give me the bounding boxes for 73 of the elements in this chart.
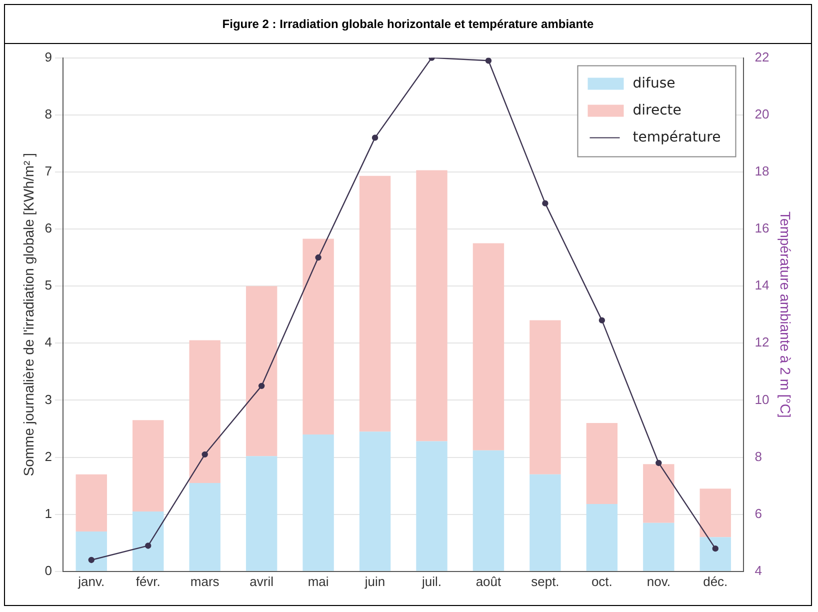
y-tick-label: 9 <box>44 49 52 64</box>
bar <box>416 441 448 571</box>
bar <box>189 482 220 571</box>
bar <box>246 286 278 456</box>
bar <box>530 474 561 571</box>
point <box>202 451 208 458</box>
y2-tick-label: 4 <box>754 562 762 578</box>
bar <box>76 531 107 571</box>
point <box>598 317 606 324</box>
bar <box>643 522 674 571</box>
y-tick-label: 5 <box>44 278 52 293</box>
y2-tick-label: 10 <box>754 392 770 407</box>
x-tick-label: janv. <box>77 574 105 589</box>
bar <box>359 176 391 432</box>
y-tick-label: 6 <box>44 220 52 236</box>
bar <box>76 474 107 532</box>
point <box>542 200 548 206</box>
bar <box>189 340 220 483</box>
point <box>315 254 322 261</box>
bar <box>700 537 731 571</box>
bar <box>530 320 561 474</box>
x-tick-label: déc. <box>703 574 728 589</box>
y2-tick-label: 6 <box>754 506 762 521</box>
legend-label: difuse <box>632 75 676 92</box>
bar <box>700 488 731 538</box>
x-tick-label: juin <box>364 574 386 589</box>
y2-tick-label: 20 <box>754 106 770 122</box>
bar <box>586 423 618 504</box>
y-tick-label: 0 <box>44 562 52 578</box>
chart-title: Figure 2 : Irradiation globale horizontale et température ambiante <box>5 5 811 44</box>
x-tick-label: mars <box>190 574 220 589</box>
y2-tick-label: 16 <box>754 220 770 236</box>
legend-label: température <box>632 129 721 146</box>
x-tick-label: sept. <box>531 574 560 589</box>
y-tick-label: 3 <box>44 392 52 407</box>
y2-tick-label: 14 <box>754 278 770 293</box>
y-tick-label: 7 <box>44 164 52 179</box>
y2-tick-label: 22 <box>754 49 770 64</box>
bar <box>416 170 448 442</box>
bar <box>586 504 618 571</box>
bar <box>643 464 674 523</box>
x-tick-label: mai <box>308 574 329 589</box>
point <box>485 58 492 64</box>
bar <box>359 432 391 571</box>
x-tick-label: avril <box>250 574 274 589</box>
point <box>712 545 718 552</box>
bar <box>132 420 164 512</box>
y-tick-label: 8 <box>44 106 52 122</box>
point <box>88 556 94 564</box>
x-tick-label: août <box>476 574 502 589</box>
bar <box>302 238 334 434</box>
y-tick-label: 2 <box>44 448 52 464</box>
y-tick-label: 4 <box>44 334 52 350</box>
point <box>656 460 662 466</box>
bar <box>472 243 504 450</box>
y2-tick-label: 12 <box>754 334 770 350</box>
y2-axis-title: Température ambiante à 2 m [°C] <box>778 211 794 418</box>
y2-tick-label: 18 <box>754 164 770 179</box>
bar <box>132 511 164 571</box>
legend-label: directe <box>632 102 682 118</box>
point <box>145 542 152 549</box>
bar <box>302 434 334 571</box>
x-tick-label: juil. <box>420 574 442 589</box>
point <box>258 382 265 390</box>
y2-tick-label: 8 <box>754 448 762 464</box>
x-tick-label: nov. <box>646 574 670 589</box>
y-axis-title: Somme journalière de l'irradiation globale [KWh/m² ] <box>20 152 36 476</box>
x-tick-label: févr. <box>136 574 160 589</box>
y-tick-label: 1 <box>44 506 52 521</box>
bar <box>246 456 278 571</box>
x-tick-label: oct. <box>591 574 612 589</box>
point <box>372 134 378 141</box>
bar <box>472 450 504 571</box>
